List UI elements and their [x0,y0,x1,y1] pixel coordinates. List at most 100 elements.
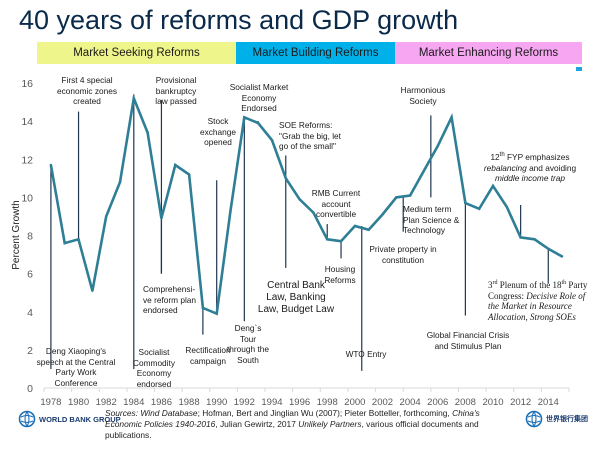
annotation-stock-exchange: Stock exchange opened [200,116,236,147]
data-point-1989 [201,306,205,310]
fyp-italic-middle-income: middle income trap [494,173,566,183]
data-point-2006 [436,144,439,148]
data-point-2005 [422,169,426,172]
x-tick-label: 2008 [455,397,476,408]
annotation-deng-tour: Deng`s Tour through the South [227,323,269,365]
x-tick-label: 1994 [261,397,282,408]
sources-book-1: China's Economic Policies 1940-2016 [105,408,480,429]
y-tick-label: 8 [27,231,33,243]
plenum-sup-2: th [561,280,567,286]
sources-mid-1: ; Hofman, Bert and Jinglian Wu (2007); P… [197,408,453,418]
y-tick-label: 16 [21,78,33,90]
data-point-1990 [215,312,218,315]
x-tick-label: 2002 [372,397,393,408]
y-tick-label: 6 [27,269,33,281]
x-tick-label: 2010 [482,397,503,408]
data-point-2002 [381,213,384,216]
annotation-bankruptcy: Provisional bankruptcy law passed [155,75,197,106]
plenum-italic: Decisive Role of the Market in Resource … [488,290,586,322]
data-point-2015 [560,255,564,258]
x-tick-label: 1978 [40,397,61,408]
annotation-comprehensive: Comprehensi-ve reform plan endorsed [143,284,197,315]
data-point-1988 [187,173,191,176]
data-point-1992 [243,116,246,119]
world-bank-logo-chinese-text: 世界银行集团 [546,416,588,423]
annotation-housing: Housing Reforms [324,264,356,285]
data-point-2007 [450,116,453,119]
world-bank-logo-left: WORLD BANK GROUP [18,410,121,428]
data-point-1998 [326,238,329,241]
plenum-sup-1: rd [492,280,498,286]
x-tick-label: 1982 [96,397,117,408]
annotation-gfc: Global Financial Crisis and Stimulus Pla… [426,330,510,351]
annotation-private-property: Private property in constitution [369,244,437,265]
sources-prefix: Sources: [105,408,141,418]
annotation-12th-fyp: 12th FYP emphasizes rebalancing and avoi… [480,152,580,184]
x-tick-label: 1996 [289,397,310,408]
x-tick-label: 1986 [151,397,172,408]
x-tick-label: 1990 [206,397,227,408]
page-title: 40 years of reforms and GDP growth [19,5,459,35]
data-point-2010 [491,184,495,188]
data-point-1996 [298,198,301,201]
data-point-2003 [395,196,398,199]
y-axis-label: Percent Growth [11,200,22,269]
data-point-1982 [104,215,108,218]
plenum-number: 3 [488,280,493,290]
sources-note: Sources: Wind Database; Hofman, Bert and… [105,408,515,441]
data-point-2011 [505,205,509,209]
data-point-1986 [160,217,163,220]
data-point-1997 [312,211,315,214]
annotation-3rd-plenum: 3rd Plenum of the 18th Party Congress: D… [488,280,588,322]
data-point-1979 [63,241,66,245]
x-tick-label: 1992 [234,397,255,408]
x-tick-label: 1998 [317,397,338,408]
data-point-1985 [146,131,149,134]
band-market-building: Market Building Reforms [236,42,395,64]
sources-wind: Wind Database [140,408,198,418]
data-point-1991 [229,209,232,212]
x-tick-label: 2000 [344,397,365,408]
y-tick-label: 0 [27,383,33,395]
data-point-1980 [77,238,80,241]
data-point-1981 [91,289,94,292]
annotation-central-bank: Central Bank Law, Banking Law, Budget La… [257,280,335,315]
sources-mid-2: , Julian Gewirtz, 2017 [215,419,299,429]
x-tick-label: 2004 [400,397,421,408]
globe-icon [525,410,543,428]
data-point-2004 [408,194,412,197]
decorative-marker [576,67,582,71]
world-bank-logo-right: 世界银行集团 [525,410,588,428]
fyp-number: 12 [490,152,500,162]
y-tick-label: 14 [21,116,33,128]
annotation-deng-speech: Deng Xiaoping's speech at the Central Pa… [36,346,116,388]
data-point-2014 [547,247,550,251]
data-point-1994 [270,138,274,142]
sources-book-2: Unlikely Partners [298,419,362,429]
fyp-superscript: th [499,152,505,159]
y-tick-label: 2 [27,345,33,357]
data-point-1999 [339,240,343,243]
x-tick-label: 2014 [538,397,559,408]
x-tick-label: 1980 [68,397,89,408]
data-point-1984 [132,97,136,100]
annotation-harmonious: Harmonious Society [400,85,446,106]
band-market-enhancing: Market Enhancing Reforms [395,42,582,64]
y-tick-label: 4 [27,307,33,319]
data-point-1978 [49,163,53,167]
annotation-socialist-commodity: Socialist Commodity Economy endorsed [133,347,175,389]
annotation-medium-term: Medium term Plan Science & Technology [403,204,460,235]
annotation-rectification: Rectification campaign [185,345,231,366]
data-point-1987 [174,163,177,167]
plenum-text-2: Party Congress: [488,280,588,301]
data-point-1995 [284,177,287,180]
annotation-wto: WTO Entry [345,349,387,359]
x-tick-label: 2012 [510,397,531,408]
sources-end: , various official documents and publica… [105,419,479,440]
data-point-2012 [519,236,522,239]
data-point-2009 [477,207,481,211]
fyp-text: FYP emphasizes [504,152,570,162]
world-bank-logo-text: WORLD BANK GROUP [39,414,121,424]
data-point-2000 [353,224,357,228]
